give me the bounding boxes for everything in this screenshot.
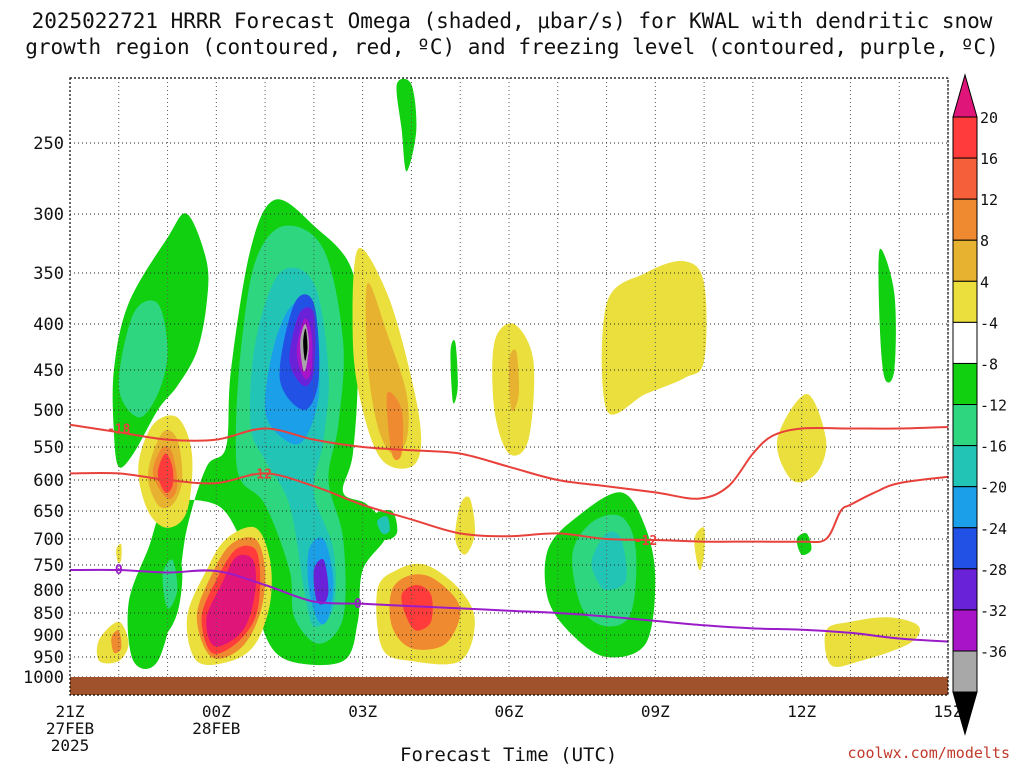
colorbar-band-6 — [952, 362, 978, 406]
plot-frame — [69, 77, 949, 696]
x-tick-label-12-0: 09Z — [641, 702, 670, 721]
colorbar-band-12 — [952, 609, 978, 652]
colorbar-bottom-triangle — [952, 691, 978, 736]
contour-dgz-bottom-minus12 — [69, 471, 949, 544]
plot-border — [69, 77, 949, 696]
omega-region-lowercenter-purple — [313, 558, 329, 605]
y-tick-label-700: 700 — [33, 530, 64, 550]
omega-region-teal-upper-left — [118, 300, 168, 418]
y-tick-label-900: 900 — [33, 626, 64, 646]
colorbar-band-11 — [952, 568, 978, 611]
x-tick-label-0-0: 21Z — [56, 702, 85, 721]
colorbar-label--20: -20 — [980, 479, 1007, 497]
omega-region-cyan-lower-right — [591, 531, 627, 590]
colorbar-label--28: -28 — [980, 561, 1007, 579]
x-tick-label-3-1: 28FEB — [192, 719, 240, 738]
x-tick-label-0-2: 2025 — [51, 736, 90, 755]
colorbar-top-triangle — [952, 73, 978, 118]
omega-region-yellow-right-small — [694, 527, 706, 571]
omega-region-red-lowmid-c — [401, 585, 433, 631]
y-tick-label-650: 650 — [33, 502, 64, 522]
chart-title: 2025022721 HRRR Forecast Omega (shaded, … — [0, 8, 1024, 60]
omega-region-cyan-mid-right-small — [377, 516, 390, 535]
ground-layer — [70, 677, 948, 695]
colorbar-band-0 — [952, 116, 978, 159]
x-tick-label-15-0: 12Z — [787, 702, 816, 721]
y-tick-label-550: 550 — [33, 438, 64, 458]
colorbar-band-3 — [952, 239, 978, 282]
omega-region-yellow-mid-c — [455, 496, 476, 555]
omega-region-yellow-right-low — [824, 617, 920, 668]
x-tick-label-3-0: 00Z — [202, 702, 231, 721]
contour-label-dgz-top-minus18-0: -18 — [107, 423, 131, 438]
y-tick-label-750: 750 — [33, 556, 64, 576]
colorbar-label--16: -16 — [980, 438, 1007, 456]
colorbar-band-1 — [952, 157, 978, 200]
title-line-1: 2025022721 HRRR Forecast Omega (shaded, … — [31, 9, 993, 33]
colorbar-band-9 — [952, 486, 978, 529]
omega-region-darkorange-center-right — [386, 391, 404, 461]
colorbar-band-7 — [952, 404, 978, 447]
omega-region-green-top-streak — [396, 78, 417, 172]
omega-region-yellow-mid-b — [601, 260, 707, 415]
colorbar-band-4 — [952, 280, 978, 323]
omega-region-orange-left-small — [111, 630, 122, 654]
x-tick-label-0-1: 27FEB — [46, 719, 94, 738]
omega-region-red-upper-left-a — [157, 453, 174, 493]
omega-region-green-right-tall — [878, 248, 896, 383]
omega-shading-layer — [96, 78, 920, 670]
colorbar-label--8: -8 — [980, 355, 998, 373]
gridlines — [69, 78, 949, 695]
y-tick-label-600: 600 — [33, 471, 64, 491]
contour-dgz-top-minus18 — [69, 423, 949, 500]
contour-label-dgz-bottom-minus12-1: -12 — [634, 534, 657, 549]
contour-label-freezing-level-zero-1: 0 — [354, 597, 362, 612]
y-tick-label-500: 500 — [33, 401, 64, 421]
colorbar-label--12: -12 — [980, 397, 1007, 415]
y-tick-label-800: 800 — [33, 581, 64, 601]
omega-region-yellow-left-tiny — [116, 543, 122, 564]
colorbar-label-12: 12 — [980, 191, 998, 209]
y-tick-label-950: 950 — [33, 648, 64, 668]
colorbar-label-8: 8 — [980, 232, 989, 250]
y-axis: 2503003504004505005506006507007508008509… — [23, 134, 64, 688]
y-tick-label-350: 350 — [33, 264, 64, 284]
colorbar: 20 16 12 8 4 -4 -8 -12 -16 -20 -24 -28 -32 -36 — [952, 73, 1007, 736]
y-tick-label-1000: 1000 — [23, 668, 64, 688]
colorbar-label--24: -24 — [980, 520, 1007, 538]
x-tick-label-6-0: 03Z — [348, 702, 377, 721]
colorbar-label--36: -36 — [980, 643, 1007, 661]
credit-link[interactable]: coolwx.com/modelts — [847, 744, 1010, 762]
colorbar-label--4: -4 — [980, 314, 998, 332]
omega-region-green-mid-small — [450, 339, 458, 404]
omega-region-green-small-right — [796, 532, 812, 556]
omega-region-orange-mid-a — [508, 349, 520, 412]
colorbar-band-10 — [952, 527, 978, 570]
colorbar-label-20: 20 — [980, 109, 998, 127]
y-tick-label-450: 450 — [33, 361, 64, 381]
contour-label-freezing-level-zero-0: 0 — [115, 563, 123, 578]
ground-surface — [70, 677, 948, 695]
x-axis-title: Forecast Time (UTC) — [400, 744, 618, 766]
colorbar-label--32: -32 — [980, 602, 1007, 620]
colorbar-label-16: 16 — [980, 150, 998, 168]
colorbar-band-5 — [952, 321, 978, 364]
contour-layer: -18 -12 -12 0 0 — [69, 423, 949, 643]
omega-region-black-center — [303, 328, 308, 361]
title-line-2: growth region (contoured, red, ºC) and f… — [25, 35, 999, 59]
contour-label-dgz-bottom-minus12-0: -12 — [248, 467, 271, 482]
y-tick-label-850: 850 — [33, 604, 64, 624]
colorbar-band-2 — [952, 198, 978, 241]
colorbar-label-4: 4 — [980, 273, 989, 291]
x-tick-label-9-0: 06Z — [495, 702, 524, 721]
colorbar-band-13 — [952, 650, 978, 693]
y-tick-label-250: 250 — [33, 134, 64, 154]
y-tick-label-300: 300 — [33, 205, 64, 225]
colorbar-band-8 — [952, 445, 978, 488]
contour-freezing-level-zero — [69, 568, 949, 643]
x-tick-label-18-0: 15Z — [934, 702, 963, 721]
y-tick-label-400: 400 — [33, 315, 64, 335]
